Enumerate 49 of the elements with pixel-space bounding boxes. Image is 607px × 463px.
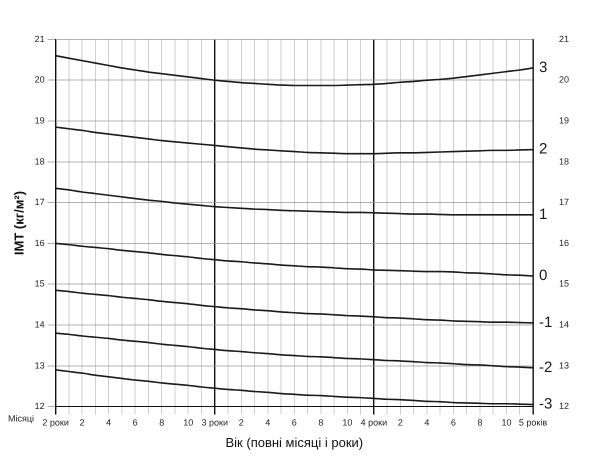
y2-tick-label: 18 [558,156,570,166]
series-label: 0 [538,267,548,284]
series-label: 2 [538,140,548,158]
x-tick-label: 4 роки [360,417,388,428]
x-tick-label: 8 [159,417,164,428]
y-tick-label: 17 [34,197,45,208]
x-tick-label: 6 [292,417,297,428]
x-tick-label: 6 [132,417,138,428]
series-label: 1 [538,206,548,223]
x-tick-label: 10 [342,417,352,428]
y-tick-label: 16 [34,238,45,248]
y-axis-title: ІМТ (кг/м²) [11,190,26,256]
y2-tick-label: 17 [558,197,570,208]
x-tick-label: 3 роки [201,417,228,428]
y2-tick-label: 12 [558,401,570,412]
y-tick-label: 13 [34,360,45,370]
y2-tick-label: 19 [558,115,570,126]
series-label: -2 [538,358,552,376]
series-label: -3 [538,396,552,413]
y2-tick-label: 20 [558,74,570,85]
y2-tick-label: 21 [558,34,570,44]
x-tick-label: 2 [80,417,85,428]
x-axis-title: Вік (повні місяці і роки) [226,434,364,450]
y-tick-label: 12 [34,401,45,412]
y2-tick-label: 16 [558,238,570,248]
x-tick-label: 10 [183,417,194,428]
y-tick-label: 15 [34,278,45,289]
series-label: -1 [538,314,552,332]
x-tick-label: 5 років [518,417,548,428]
x-tick-label: 2 [398,417,403,428]
x-tick-label: 4 [265,417,270,428]
x-tick-label: 10 [501,417,512,428]
y-tick-label: 18 [34,156,45,166]
series-label: 3 [538,59,548,76]
y2-tick-label: 13 [558,360,570,370]
text: Місяці [8,414,34,424]
x-tick-label: 4 [424,417,430,428]
y-tick-label: 21 [34,34,45,44]
y-tick-label: 14 [34,319,45,330]
y-tick-label: 19 [34,115,45,126]
x-tick-label: 8 [477,417,482,428]
x-tick-label: 6 [450,417,456,428]
x-tick-label: 8 [318,417,324,428]
y2-tick-label: 14 [558,319,570,330]
x-tick-label: 4 [106,417,112,428]
x-tick-label: 2 [238,417,244,428]
x-tick-label: 2 роки [42,417,69,428]
y-tick-label: 20 [34,74,45,85]
y2-tick-label: 15 [558,278,570,289]
